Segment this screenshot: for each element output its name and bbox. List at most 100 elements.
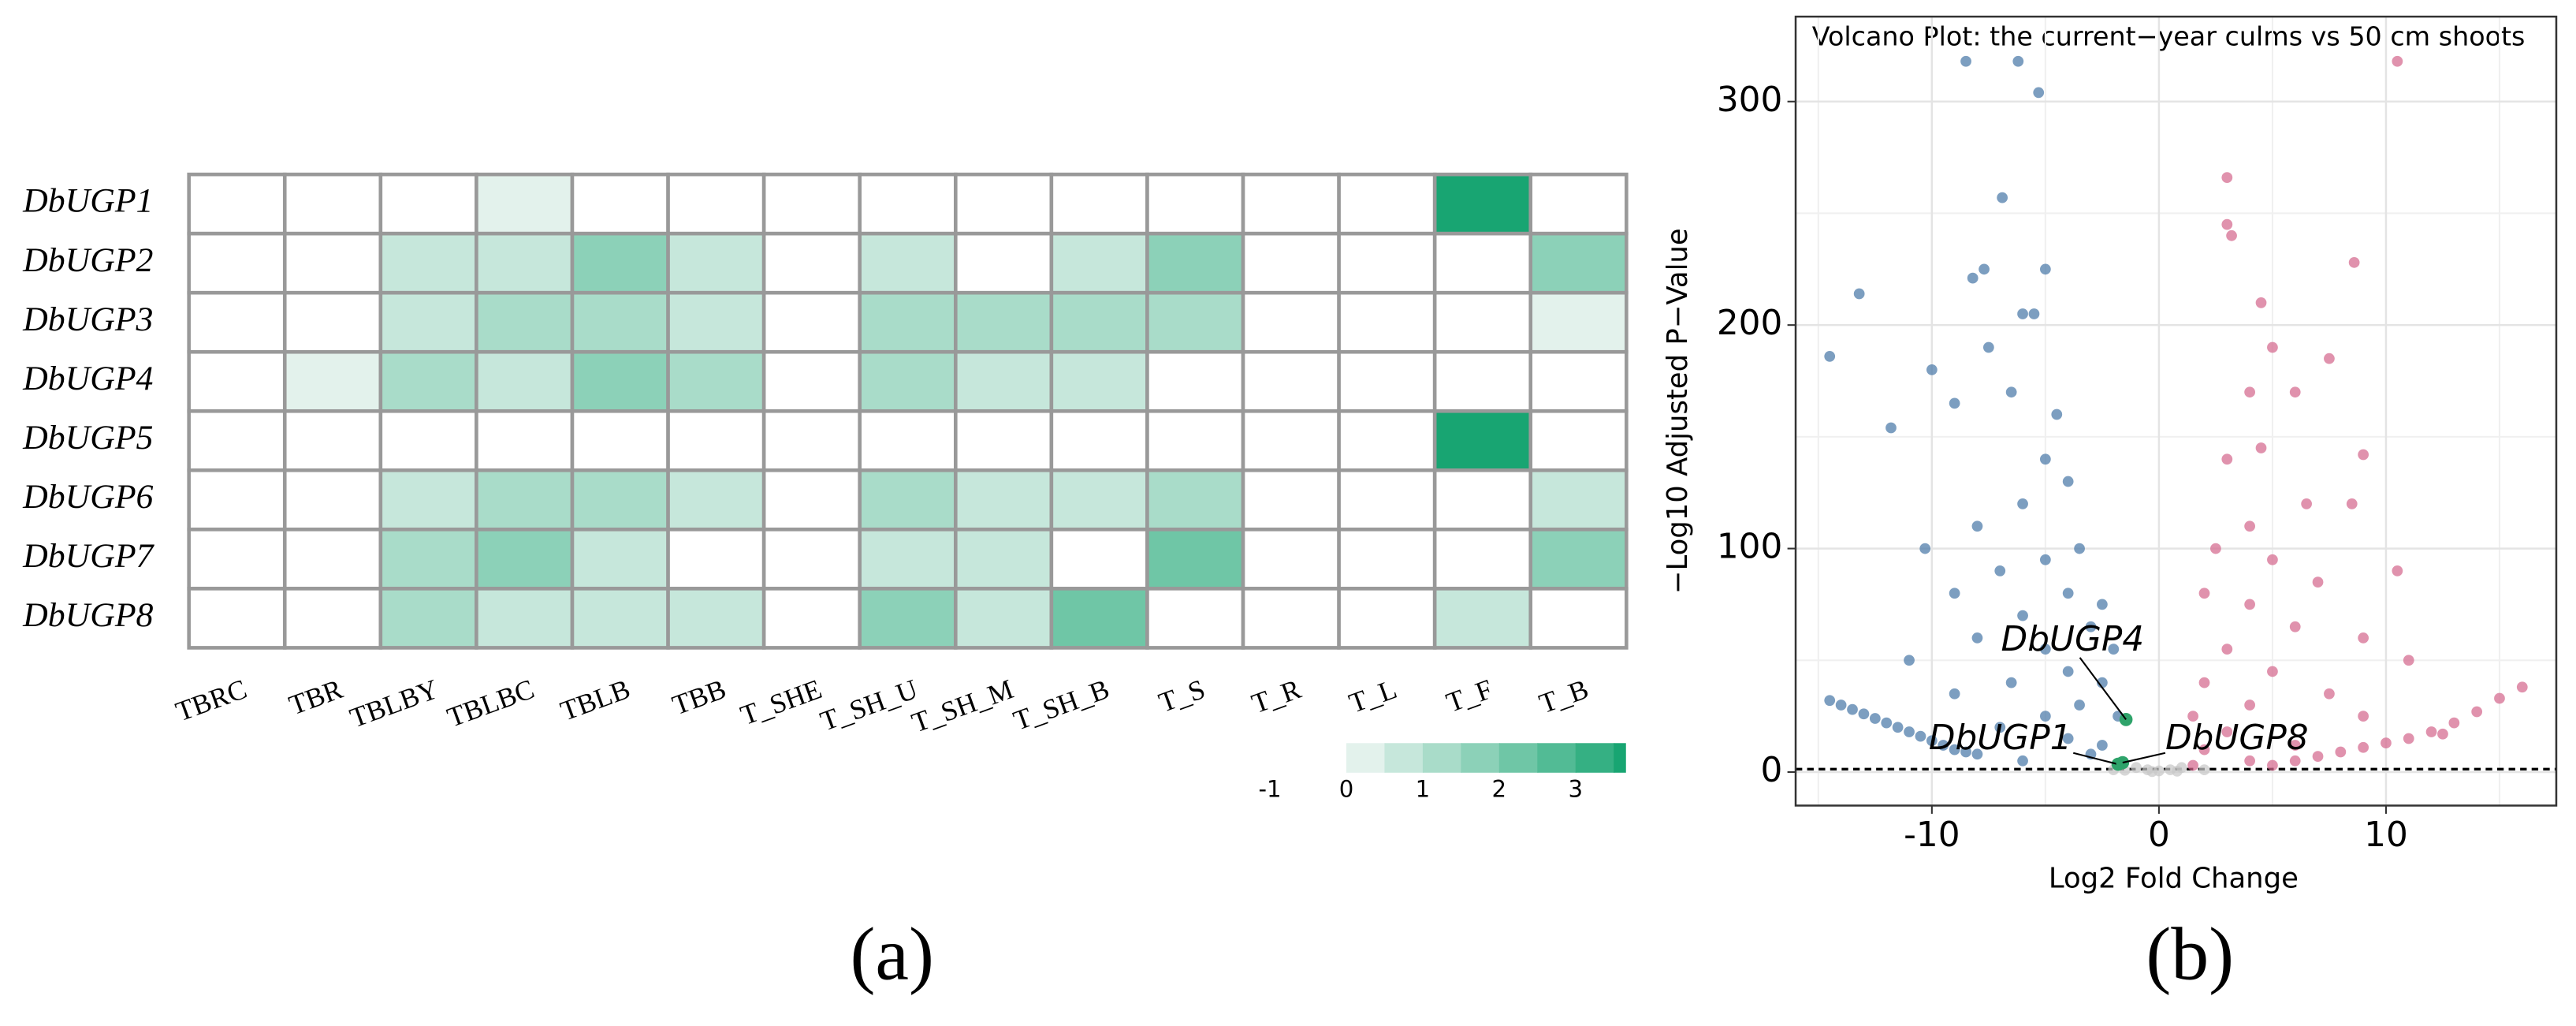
column-label: T_SHE xyxy=(736,673,826,731)
heatmap-cell xyxy=(475,587,575,650)
panel-label: (a) xyxy=(851,912,934,995)
point xyxy=(2244,700,2255,711)
point xyxy=(1938,740,1949,751)
heatmap-cell xyxy=(187,468,287,532)
colorbar-step xyxy=(1537,743,1576,773)
heatmap-cell xyxy=(1049,290,1149,354)
heatmap-cell xyxy=(282,587,383,650)
point xyxy=(1979,263,1990,275)
row-label: DbUGP1 xyxy=(22,182,153,220)
row-label: DbUGP3 xyxy=(22,300,153,338)
heatmap-cell xyxy=(282,409,383,472)
point xyxy=(2097,677,2108,688)
heatmap-cell xyxy=(1337,172,1437,236)
column-label: T_S xyxy=(1155,673,1209,718)
heatmap-cell xyxy=(187,409,287,472)
point xyxy=(2381,737,2392,749)
heatmap-cell xyxy=(1145,349,1245,413)
point xyxy=(2221,644,2233,655)
heatmap-cell xyxy=(187,349,287,413)
point xyxy=(2335,746,2347,758)
point xyxy=(1994,565,2006,576)
heatmap-cell xyxy=(187,290,287,354)
point xyxy=(2267,666,2278,677)
column-label: T_L xyxy=(1345,673,1401,718)
label-leader xyxy=(2072,752,2119,766)
point xyxy=(1982,341,1994,353)
point xyxy=(2085,621,2097,632)
point xyxy=(1960,746,1971,758)
heatmap-cell xyxy=(1528,290,1629,354)
heatmap-cell xyxy=(666,587,766,650)
point xyxy=(2221,218,2233,230)
heatmap-cell xyxy=(666,349,766,413)
colorbar-step xyxy=(1422,743,1462,773)
colorbar-step xyxy=(1575,743,1615,773)
colorbar-tick-label: 2 xyxy=(1492,776,1507,803)
colorbar-step xyxy=(1498,743,1539,773)
heatmap-cell xyxy=(378,409,478,472)
point xyxy=(1835,700,1847,711)
colorbar-tick-label: 0 xyxy=(1339,776,1354,803)
point xyxy=(2346,498,2358,509)
point xyxy=(2289,740,2301,751)
heatmap-cell xyxy=(378,468,478,532)
heatmap-cell xyxy=(1145,468,1245,532)
point-label: DbUGP1 xyxy=(1929,718,2072,758)
heatmap-cell xyxy=(570,172,670,236)
heatmap-cell xyxy=(475,231,575,295)
heatmap-cell xyxy=(761,231,862,295)
heatmap-cell xyxy=(1145,409,1245,472)
heatmap-cell xyxy=(666,231,766,295)
point xyxy=(2244,386,2255,398)
heatmap-cell xyxy=(475,528,575,591)
heatmap-cell xyxy=(1528,172,1629,236)
point xyxy=(2255,297,2267,308)
point xyxy=(2108,644,2120,655)
point xyxy=(2437,728,2448,740)
heatmap-cell xyxy=(954,290,1054,354)
heatmap-cell xyxy=(954,587,1054,650)
heatmap-cell xyxy=(858,409,958,472)
heatmap-cell xyxy=(761,587,862,650)
point xyxy=(2471,706,2483,718)
point xyxy=(2448,717,2460,729)
point xyxy=(2017,610,2028,621)
point xyxy=(2267,759,2278,771)
point xyxy=(1926,364,1938,375)
point xyxy=(2289,386,2301,398)
heatmap-cell xyxy=(1049,468,1149,532)
heatmap-cell xyxy=(1432,290,1533,354)
point xyxy=(2039,554,2051,565)
heatmap-cell xyxy=(475,290,575,354)
point xyxy=(2062,666,2074,677)
point xyxy=(2187,711,2198,722)
point xyxy=(2198,744,2210,756)
point xyxy=(2210,543,2221,554)
column-label: T_SH_B xyxy=(1009,673,1113,737)
colorbar-tick-label: 1 xyxy=(1416,776,1431,803)
heatmap-cell xyxy=(1337,349,1437,413)
heatmap-cell xyxy=(187,172,287,236)
point xyxy=(1869,713,1881,724)
row-label: DbUGP7 xyxy=(22,537,154,575)
heatmap-cell xyxy=(666,172,766,236)
heatmap-cell xyxy=(1337,409,1437,472)
point xyxy=(2301,498,2313,509)
point xyxy=(2226,229,2237,241)
column-label: T_SH_U xyxy=(816,673,921,737)
point xyxy=(2017,755,2028,767)
point xyxy=(2198,764,2210,776)
heatmap-cell xyxy=(187,587,287,650)
heatmap-cell xyxy=(475,172,575,236)
point xyxy=(2403,733,2414,744)
heatmap-cell xyxy=(570,528,670,591)
point xyxy=(1858,708,1870,720)
point xyxy=(2255,442,2267,453)
heatmap-cell xyxy=(858,172,958,236)
heatmap-cell xyxy=(378,290,478,354)
point xyxy=(1949,744,1960,756)
point xyxy=(2267,554,2278,565)
point xyxy=(2005,677,2017,688)
